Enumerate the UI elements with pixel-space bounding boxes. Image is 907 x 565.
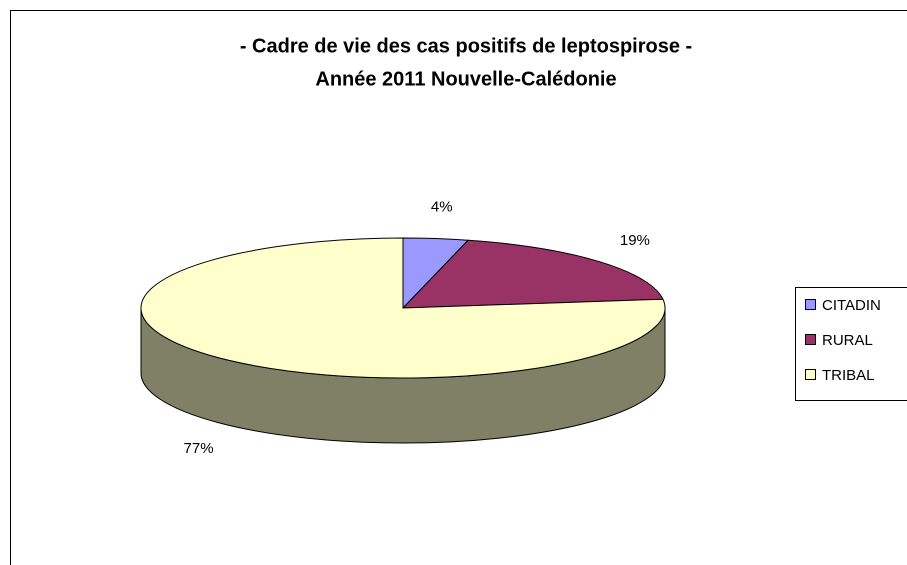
legend-label: RURAL bbox=[822, 332, 873, 349]
legend-swatch bbox=[805, 369, 816, 380]
pie-slice bbox=[140, 237, 666, 379]
legend-swatch bbox=[805, 299, 816, 310]
legend-label: TRIBAL bbox=[822, 367, 875, 384]
legend-label: CITADIN bbox=[822, 297, 881, 314]
chart-title: - Cadre de vie des cas positifs de lepto… bbox=[240, 35, 692, 57]
data-label: 4% bbox=[431, 198, 453, 215]
pie-slice bbox=[401, 239, 664, 309]
chart-title: Année 2011 Nouvelle-Calédonie bbox=[315, 68, 616, 90]
legend-swatch bbox=[805, 334, 816, 345]
data-label: 19% bbox=[620, 232, 650, 249]
data-label: 77% bbox=[184, 440, 214, 457]
